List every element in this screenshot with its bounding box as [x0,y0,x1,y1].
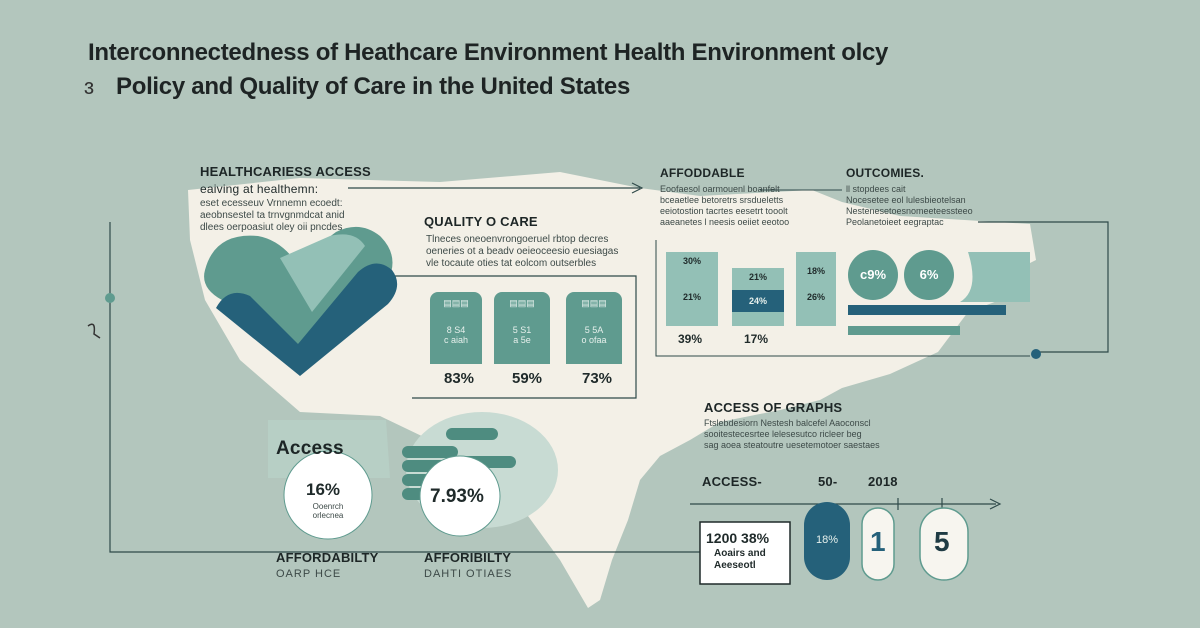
affordability-label-1: AFFORDABILTY [276,550,379,565]
card-bottom-text: c aiah [443,335,469,345]
card-top-text: 5 5A [584,325,604,335]
quality-text: Tlneces oneoenvrongoeruel rbtop decres o… [426,234,618,270]
quality-pct-3: 73% [582,370,613,387]
healthcare-access-sublabel: eaiving at healthemn: [200,182,319,196]
quality-card-1: ▤▤▤ 8 S4 c aiah [430,292,482,364]
quality-pct-2: 59% [512,370,543,387]
affordability-sub-2: DAHTI OTIAES [424,568,513,580]
outcomes-label: OUTCOMIES. [846,166,925,180]
access-circle-value: 16% [306,480,341,499]
text-line: Ooenrch [312,502,344,511]
text-line: Eoofaesol oarmouenl boanfelt [660,184,780,194]
affordable-label: AFFODDABLE [660,166,745,180]
quality-card-3: ▤▤▤ 5 5A o ofaa [566,292,622,364]
access-circle-caption: Ooenrch orlecnea [306,502,350,520]
access-of-graphs-label: ACCESS OF GRAPHS [704,400,843,415]
text-line: ll stopdees cait [846,184,906,194]
text-line: orlecnea [312,511,344,520]
text-line: vle tocaute oties tat eolcom outserbles [426,258,597,269]
affordable-bar-3: 18% 26% [796,252,836,326]
bar-top-text: 18% [806,266,825,276]
bar-mid-text: 26% [806,292,825,302]
text-line: Ftslebdesiorn Nestesh balcefel Aaoconscl [704,418,871,428]
title-line-1: Interconnectedness of Heathcare Environm… [88,39,889,66]
outcomes-circle-2: 6% [904,250,954,300]
text-line: bceaetlee betoretrs srsdueletts [660,195,784,205]
text-line: oeneries ot a beadv oeieoceesio euesiaga… [426,246,619,257]
bar-mid-text: 24% [732,290,784,312]
affordability-sub-1: OARP HCE [276,568,342,580]
graphs-row-access: ACCESS- [702,474,762,489]
card-top-text: 8 S4 [446,325,466,335]
coins-circle-value: 7.93% [430,486,484,507]
graphs-row-50: 50- [818,474,838,489]
affordable-pct-2: 17% [744,332,769,346]
outcomes-circle-1: c9% [848,250,898,300]
access-label: Access [276,438,344,459]
graphs-text: Ftslebdesiorn Nestesh balcefel Aaoconscl… [704,418,880,451]
affordable-bar-1: 30% 21% [666,252,718,326]
graphs-pill-1-value: 18% [816,534,839,546]
text-line: sooitestecesrtee lelesesutco ricleer beg [704,429,862,439]
text-line: eeiotostion tacrtes eesetrt tooolt [660,206,788,216]
hospital-icon: ▤▤▤ [443,298,469,308]
ornament-icon: ɜ [84,74,95,99]
outcomes-text: ll stopdees cait Nocesetee eol lulesbieo… [846,184,973,228]
text-line: eset ecesseuv Vrnnemn ecoedt: [200,198,343,209]
affordable-pct-1: 39% [678,332,703,346]
bar-top-text: 30% [682,256,701,266]
text-line: sag aoea steatoutre uesetemotoer saestae… [704,440,880,450]
affordable-bar-2: 21% 24% [732,268,784,326]
graphs-pill-3-value: 5 [934,526,950,557]
graphs-pill-2-value: 1 [870,526,886,557]
affordable-text: Eoofaesol oarmouenl boanfelt bceaetlee b… [660,184,789,228]
quality-card-2: ▤▤▤ 5 S1 a 5e [494,292,550,364]
text-line: Peolanetoieet eegraptac [846,217,944,227]
graphs-row-year: 2018 [868,474,898,489]
affordability-label-2: AFFORIBILTY [424,550,512,565]
heart-check-shape-dark [216,263,398,376]
text-line: aaeanetes l neesis oeiiet eeotoo [660,217,790,227]
title-line-2: Policy and Quality of Care in the United… [116,73,631,100]
quality-of-care-label: QUALITY O CARE [424,214,538,229]
page-title: Interconnectedness of Heathcare Environm… [88,36,888,104]
text-line: aeobnsestel ta trnvgnmdcat anid [200,210,345,221]
healthcare-access-text: eset ecesseuv Vrnnemn ecoedt: aeobnseste… [200,198,345,234]
card-top-text: 5 S1 [512,325,532,335]
text-line: Tlneces oneoenvrongoeruel rbtop decres [426,234,609,245]
card-bottom-text: a 5e [513,335,531,345]
hospital-icon: ▤▤▤ [509,298,535,308]
quality-pct-1: 83% [444,370,475,387]
healthcare-access-label: HEALTHCARIESS ACCESS [200,164,371,179]
graphs-box-caption: Aoairs and Aeeseotl [714,548,766,572]
graphs-box-value: 1200 38% [706,530,770,546]
card-bottom-text: o ofaa [581,335,607,345]
text-line: dlees oerpoasiut oley oii pncdes [200,222,343,233]
text-line: Nestenesetoesnomeeteessteeo [846,206,973,216]
text-line: Nocesetee eol lulesbieotelsan [846,195,966,205]
bar-top-text: 21% [748,272,767,282]
hospital-icon: ▤▤▤ [581,298,607,308]
text-line: Aeeseotl [714,560,756,571]
text-line: Aoairs and [714,548,766,559]
bar-mid-text: 21% [682,292,701,302]
